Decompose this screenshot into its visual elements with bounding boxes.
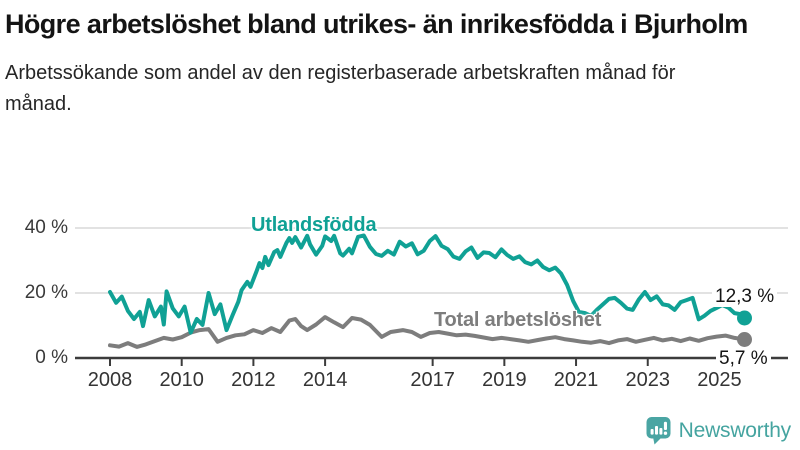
series-line-utlandsfodda [108,233,747,335]
series-label-total-arbetsloshet: Total arbetslöshet [434,309,602,331]
x-tick-label: 2019 [482,369,527,391]
x-tick-label: 2017 [410,369,455,391]
y-tick-label: 20 % [24,282,68,303]
bar-chart-speech-bubble-icon [646,416,671,445]
x-tick-label: 2023 [625,369,671,391]
series-end-dot-utlandsfodda [737,310,752,326]
series-line-total [108,315,747,349]
end-value-label-utlandsfodda: 12,3 % [712,286,778,307]
logo-text: Newsworthy [678,418,792,442]
page-title: Högre arbetslöshet bland utrikes- än inr… [5,9,748,39]
x-tick-label: 2025 [697,369,742,391]
chart-subtitle: Arbetssökande som andel av den registerb… [5,61,676,115]
newsworthy-logo[interactable]: Newsworthy [646,416,791,445]
x-tick-label: 2014 [302,369,348,391]
x-tick-label: 2010 [159,369,204,391]
x-tick-label: 2012 [231,369,276,391]
series-label-utlandsfodda: Utlandsfödda [251,214,377,236]
y-tick-label: 0 % [35,347,68,368]
x-tick-label: 2021 [553,369,599,391]
x-tick-label: 2008 [87,369,133,391]
series-end-dot-total [737,332,752,347]
end-value-label-total: 5,7 % [716,348,771,369]
y-tick-label: 40 % [24,217,68,238]
